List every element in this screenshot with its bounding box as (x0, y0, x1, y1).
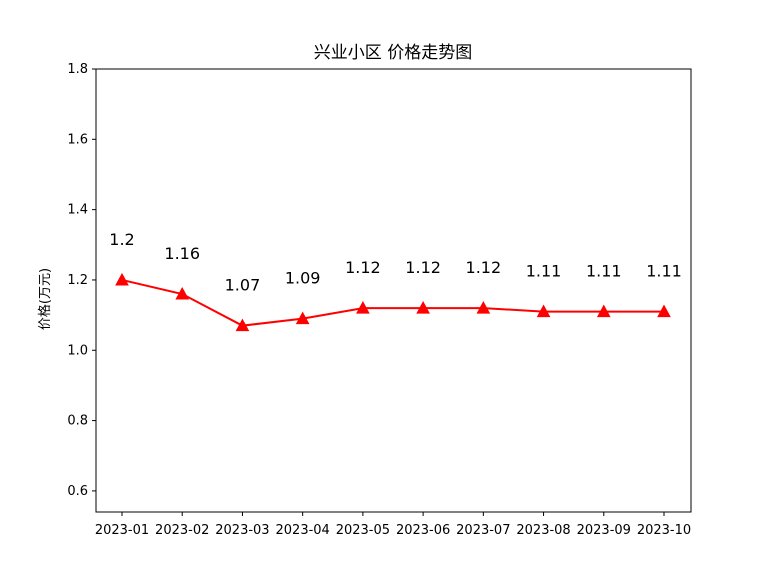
data-point-marker (115, 272, 129, 286)
chart-title: 兴业小区 价格走势图 (314, 43, 472, 63)
data-labels-layer: 1.2 1.16 1.07 1.09 1.12 1.12 1.12 1.11 1.11 1.11 (109, 230, 682, 295)
data-label: 1.07 (225, 276, 261, 295)
x-tick-label: 2023-04 (276, 523, 330, 538)
x-tick-label: 2023-06 (396, 523, 450, 538)
x-tick-label: 2023-05 (336, 523, 390, 538)
x-tick-label: 2023-02 (155, 523, 209, 538)
y-tick-label: 1.8 (67, 62, 88, 77)
data-label: 1.09 (285, 269, 321, 288)
x-tick-label: 2023-03 (215, 523, 269, 538)
data-label: 1.11 (646, 262, 682, 281)
y-tick-label: 0.6 (67, 484, 88, 499)
data-label: 1.16 (164, 244, 200, 263)
y-tick-label: 1.0 (67, 343, 88, 358)
data-point-marker (536, 304, 551, 318)
data-point-marker (657, 304, 671, 318)
y-axis: 0.6 0.8 1.0 1.2 1.4 1.6 1.8 (67, 62, 96, 499)
y-tick-label: 0.8 (67, 414, 88, 429)
data-label: 1.12 (345, 258, 381, 277)
data-label: 1.2 (109, 230, 134, 249)
y-tick-label: 1.4 (67, 203, 88, 218)
x-tick-label: 2023-01 (95, 523, 149, 538)
x-tick-label: 2023-07 (456, 523, 510, 538)
data-point-marker (476, 301, 491, 314)
data-point-marker (175, 286, 190, 300)
x-tick-label: 2023-10 (637, 523, 691, 538)
series-layer (115, 272, 671, 332)
data-point-marker (356, 301, 370, 314)
x-tick-label: 2023-08 (516, 523, 570, 538)
data-point-marker (416, 301, 430, 314)
data-label: 1.11 (586, 262, 622, 281)
plot-area-frame (95, 68, 692, 513)
data-label: 1.11 (526, 262, 562, 281)
x-tick-label: 2023-09 (577, 523, 631, 538)
data-label: 1.12 (466, 258, 502, 277)
x-axis: 2023-01 2023-02 2023-03 2023-04 2023-05 2023-… (95, 512, 691, 538)
y-tick-label: 1.6 (67, 132, 88, 147)
y-axis-label: 价格(万元) (37, 268, 53, 330)
data-point-marker (295, 311, 310, 325)
data-label: 1.12 (405, 258, 441, 277)
series-line (121, 278, 664, 327)
y-tick-label: 1.2 (67, 273, 88, 288)
data-point-marker (235, 318, 250, 332)
data-point-marker (596, 304, 611, 318)
